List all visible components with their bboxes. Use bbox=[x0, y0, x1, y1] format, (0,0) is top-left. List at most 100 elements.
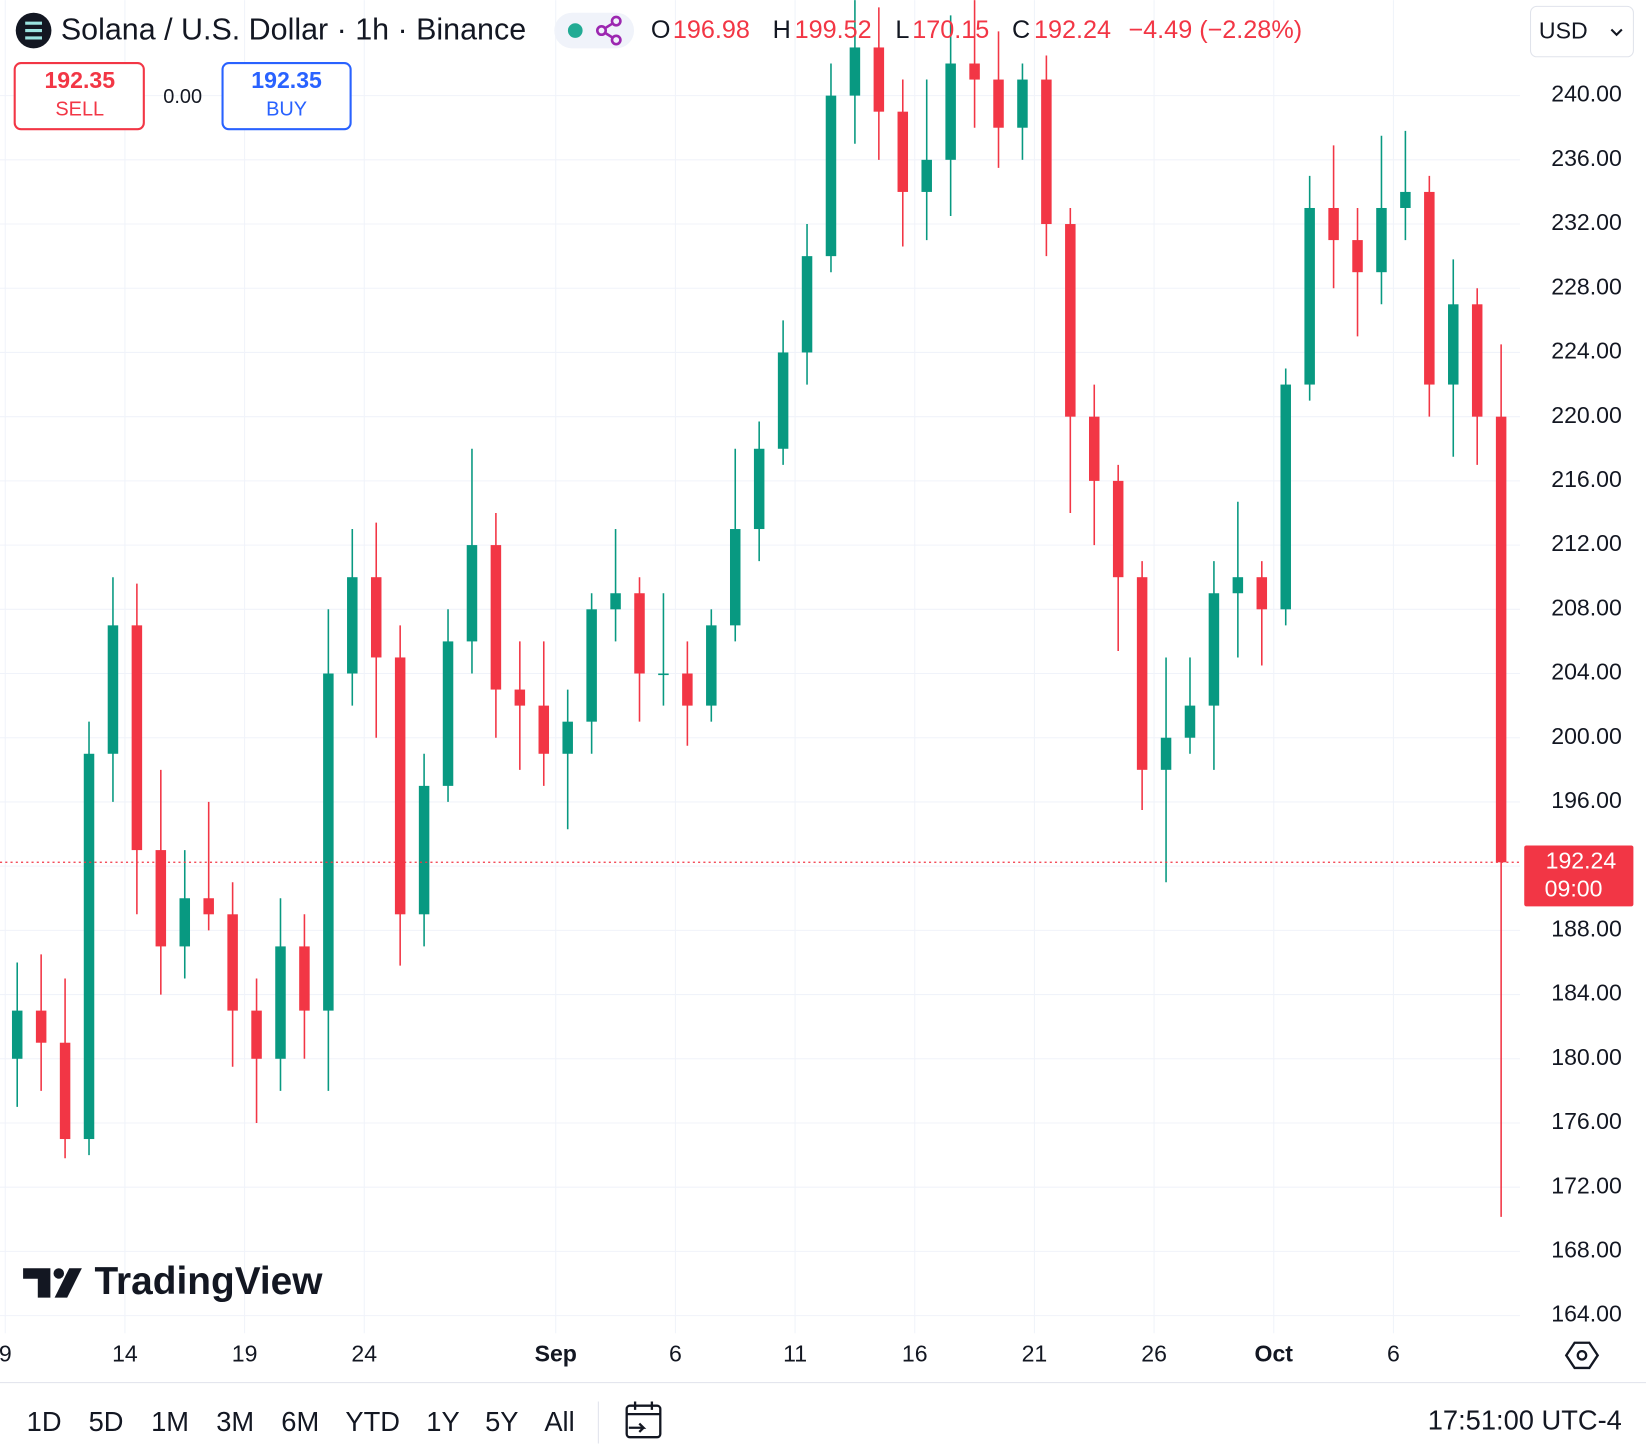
sell-price: 192.35 bbox=[44, 67, 115, 93]
buy-price: 192.35 bbox=[251, 67, 322, 93]
candle-body bbox=[1065, 224, 1076, 417]
range-button[interactable]: 1M bbox=[151, 1406, 189, 1437]
candle-body bbox=[490, 545, 502, 690]
status-pill[interactable] bbox=[554, 12, 635, 49]
logo-mark bbox=[54, 1268, 82, 1298]
range-button[interactable]: YTD bbox=[345, 1406, 400, 1437]
candle-body bbox=[777, 352, 789, 449]
date-range-icon[interactable] bbox=[625, 1401, 662, 1439]
y-tick-label: 184.00 bbox=[1551, 980, 1622, 1006]
candle-body bbox=[1184, 705, 1196, 738]
candle-body bbox=[969, 63, 980, 80]
candle-body bbox=[729, 529, 741, 626]
axes: 164.00 168.00 172.00 176.00 180.00 184.00 188.… bbox=[0, 81, 1634, 1366]
candle-body bbox=[1448, 304, 1459, 385]
range-button[interactable]: 5Y bbox=[485, 1406, 518, 1437]
y-tick-label: 212.00 bbox=[1551, 530, 1622, 556]
candle-body bbox=[1017, 79, 1028, 128]
candle-body bbox=[466, 545, 478, 642]
candle-body bbox=[179, 898, 191, 947]
buy-label: BUY bbox=[266, 99, 307, 121]
candle-body bbox=[1160, 737, 1172, 770]
x-tick-label: 14 bbox=[112, 1340, 138, 1366]
watermark-text: TradingView bbox=[94, 1260, 323, 1303]
candle-body bbox=[1256, 577, 1268, 610]
y-tick-label: 236.00 bbox=[1551, 145, 1622, 171]
candle-body bbox=[1136, 577, 1148, 770]
ohlc-key: L bbox=[895, 16, 909, 44]
candle-body bbox=[131, 625, 143, 851]
range-button[interactable]: 1D bbox=[27, 1406, 62, 1437]
currency-select[interactable] bbox=[1530, 5, 1634, 58]
candle-body bbox=[1041, 79, 1052, 225]
candle-body bbox=[1376, 207, 1387, 273]
range-button[interactable]: 3M bbox=[216, 1406, 254, 1437]
sell-button[interactable] bbox=[13, 62, 145, 131]
candles bbox=[11, 0, 1507, 1217]
ohlc-key: H bbox=[773, 16, 791, 44]
candle-body bbox=[59, 1042, 71, 1140]
buy-button[interactable] bbox=[221, 62, 352, 131]
dropdown-arrow bbox=[1610, 28, 1623, 37]
candle-body bbox=[921, 159, 932, 192]
y-tick-label: 196.00 bbox=[1551, 787, 1622, 813]
candle-body bbox=[394, 657, 406, 915]
x-tick-label: 21 bbox=[1022, 1340, 1048, 1366]
candle-body bbox=[849, 47, 861, 96]
x-tick-label: 26 bbox=[1141, 1340, 1167, 1366]
settings-icon[interactable] bbox=[1564, 1341, 1600, 1370]
candle-body bbox=[227, 914, 238, 1011]
candle-body bbox=[251, 1010, 262, 1059]
x-tick-label: 6 bbox=[1387, 1340, 1400, 1366]
candle-body bbox=[1424, 191, 1435, 385]
range-button[interactable]: All bbox=[544, 1406, 574, 1437]
symbol-title: Solana / U.S. Dollar · 1h · Binance bbox=[61, 13, 526, 47]
candle-body bbox=[1208, 593, 1220, 706]
x-tick-label: 24 bbox=[351, 1340, 377, 1366]
candle-body bbox=[203, 898, 214, 915]
watermark: TradingView bbox=[23, 1260, 323, 1303]
candle-body bbox=[418, 785, 430, 915]
range-button[interactable]: 5D bbox=[89, 1406, 124, 1437]
y-tick-label: 216.00 bbox=[1551, 466, 1622, 492]
last-price-box bbox=[1524, 845, 1634, 907]
range-button[interactable]: 1Y bbox=[426, 1406, 459, 1437]
indicator-icon bbox=[595, 15, 622, 46]
candle-body bbox=[1089, 416, 1100, 481]
candle-body bbox=[562, 721, 573, 754]
candle-body bbox=[538, 705, 550, 754]
ohlc-key: O bbox=[651, 16, 671, 44]
y-tick-label: 168.00 bbox=[1551, 1237, 1622, 1263]
candle-body bbox=[801, 256, 813, 353]
y-tick-label: 220.00 bbox=[1551, 402, 1622, 428]
candle-body bbox=[897, 111, 909, 192]
candle-body bbox=[370, 577, 382, 658]
candle-body bbox=[1352, 240, 1363, 273]
candle-body bbox=[658, 673, 669, 676]
candle-body bbox=[682, 673, 693, 706]
candle-body bbox=[610, 593, 621, 610]
candle-body bbox=[945, 63, 956, 160]
candle-body bbox=[11, 1010, 23, 1059]
y-tick-label: 164.00 bbox=[1551, 1301, 1622, 1327]
clock: 17:51:00 UTC-4 bbox=[1428, 1405, 1622, 1436]
candle-body bbox=[83, 753, 95, 1140]
candle-body bbox=[1304, 207, 1315, 385]
candle-body bbox=[753, 448, 765, 530]
x-tick-label: 19 bbox=[232, 1340, 258, 1366]
x-tick-label: Oct bbox=[1255, 1340, 1294, 1366]
candle-body bbox=[634, 593, 645, 674]
ohlc-key: C bbox=[1012, 16, 1030, 44]
candle-body bbox=[35, 1010, 47, 1043]
ohlc-value: 192.24 bbox=[1034, 16, 1111, 44]
x-tick-label: 16 bbox=[902, 1340, 928, 1366]
candle-body bbox=[706, 625, 717, 706]
ohlc-value: 196.98 bbox=[673, 16, 750, 44]
candle-body bbox=[586, 609, 597, 722]
candle-body bbox=[1328, 207, 1339, 241]
y-tick-label: 204.00 bbox=[1551, 659, 1622, 685]
range-button[interactable]: 6M bbox=[281, 1406, 319, 1437]
candle-body bbox=[993, 79, 1004, 128]
